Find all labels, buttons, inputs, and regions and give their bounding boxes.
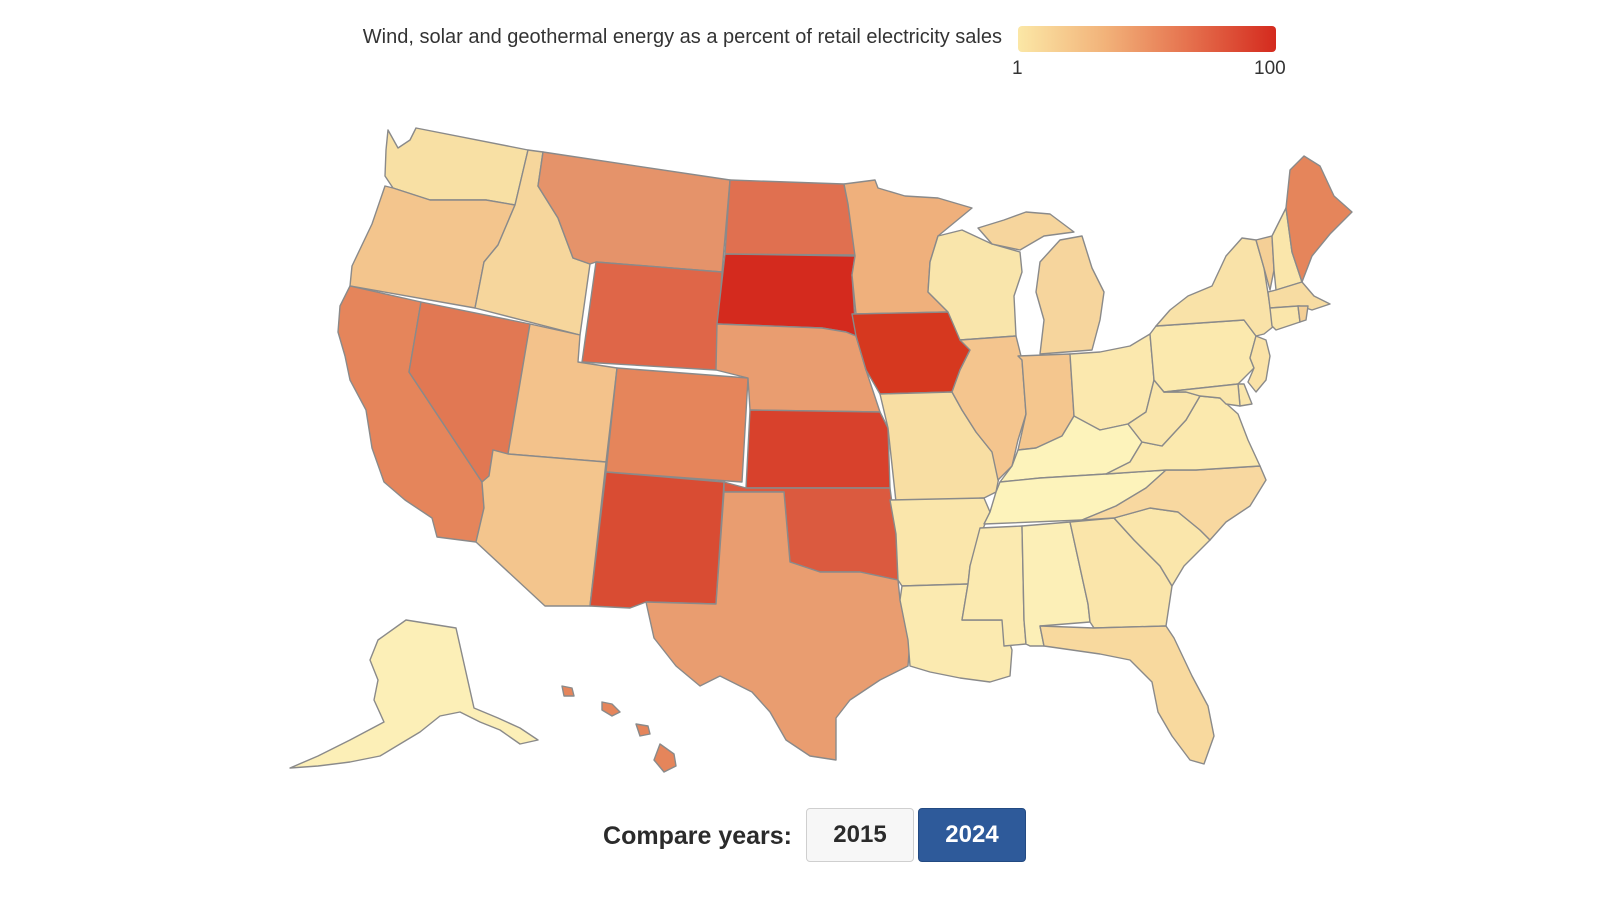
state-pennsylvania[interactable] xyxy=(1149,319,1257,393)
legend-color-scale xyxy=(1018,26,1276,52)
legend: Wind, solar and geothermal energy as a p… xyxy=(0,22,1600,82)
state-alaska[interactable] xyxy=(289,619,539,769)
state-south-dakota[interactable] xyxy=(716,253,857,337)
state-north-dakota[interactable] xyxy=(724,179,856,256)
state-new-york[interactable] xyxy=(1155,237,1275,337)
state-colorado[interactable] xyxy=(605,367,749,483)
state-rhode-island[interactable] xyxy=(1297,305,1309,323)
year-2015-button[interactable]: 2015 xyxy=(806,808,914,862)
state-new-jersey[interactable] xyxy=(1247,335,1271,393)
state-michigan-upper[interactable] xyxy=(977,211,1075,251)
state-maine[interactable] xyxy=(1285,155,1353,283)
legend-title: Wind, solar and geothermal energy as a p… xyxy=(362,26,1002,48)
legend-min-label: 1 xyxy=(1012,58,1023,79)
state-florida[interactable] xyxy=(1039,625,1215,765)
state-hawaii-islands[interactable] xyxy=(561,685,651,737)
state-nebraska[interactable] xyxy=(715,323,881,413)
state-connecticut[interactable] xyxy=(1269,305,1301,331)
state-texas[interactable] xyxy=(645,491,911,761)
state-hawaii[interactable] xyxy=(653,743,677,773)
legend-max-label: 100 xyxy=(1254,58,1286,79)
compare-years-label: Compare years: xyxy=(603,822,792,850)
year-controls: Compare years: 2015 2024 xyxy=(0,808,1600,864)
state-michigan[interactable] xyxy=(1035,235,1105,355)
state-vermont[interactable] xyxy=(1255,235,1275,291)
state-arizona[interactable] xyxy=(475,449,607,607)
state-new-mexico[interactable] xyxy=(589,471,725,609)
state-kansas[interactable] xyxy=(745,409,891,489)
state-wisconsin[interactable] xyxy=(927,229,1023,341)
state-maryland[interactable] xyxy=(1163,383,1241,407)
year-2024-button[interactable]: 2024 xyxy=(918,808,1026,862)
state-wyoming[interactable] xyxy=(581,261,723,371)
